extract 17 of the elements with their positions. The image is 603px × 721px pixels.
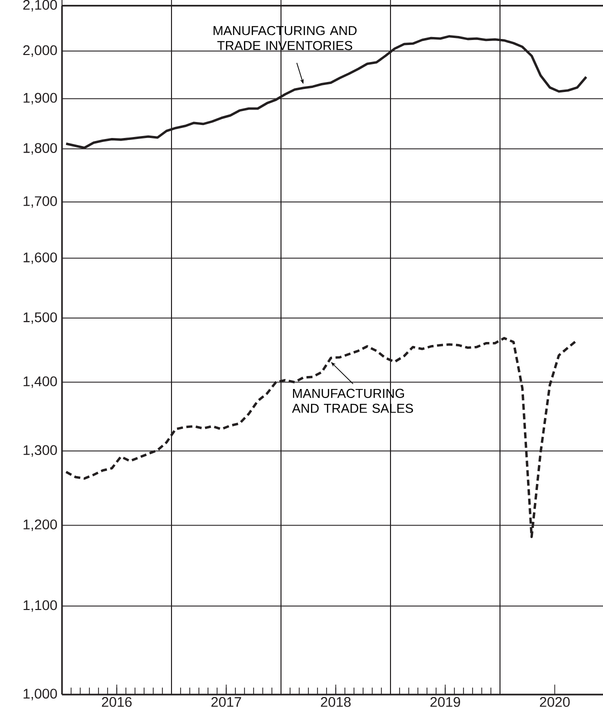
y-tick-label: 1,700 — [24, 196, 57, 208]
y-tick-label: 1,800 — [24, 143, 57, 155]
x-tick-label: 2016 — [102, 697, 132, 707]
y-tick-label: 1,100 — [24, 600, 57, 612]
x-tick-label: 2017 — [211, 697, 242, 707]
x-tick-label: 2019 — [430, 697, 460, 707]
y-tick-label: 1,900 — [24, 92, 57, 104]
x-tick-label: 2020 — [540, 697, 570, 707]
y-tick-label: 1,300 — [24, 445, 57, 457]
y-tick-label: 2,100 — [23, 0, 57, 12]
y-tick-label: 1,400 — [24, 376, 57, 388]
y-tick-label: 1,600 — [24, 252, 57, 264]
x-tick-label: 2018 — [320, 697, 351, 707]
y-tick-label: 1,000 — [24, 688, 57, 700]
y-tick-label: 1,200 — [24, 519, 57, 532]
y-tick-label: 2,000 — [23, 45, 57, 57]
y-tick-label: 1,500 — [24, 312, 57, 324]
